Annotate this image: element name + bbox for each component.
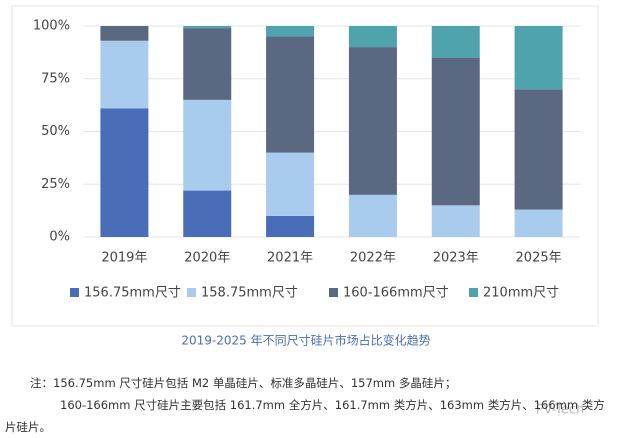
legend-label: 210mm尺寸	[483, 286, 559, 301]
y-tick-label: 0%	[49, 230, 70, 245]
bar-segment	[183, 28, 232, 100]
bar-segment	[431, 57, 480, 206]
x-tick-label: 2025年	[516, 251, 562, 266]
y-tick-label: 75%	[41, 71, 70, 86]
legend-label: 156.75mm尺寸	[84, 286, 181, 301]
note-line: 160-166mm 尺寸硅片主要包括 161.7mm 全方片、161.7mm 类…	[5, 398, 605, 434]
watermark: PV-Tech	[536, 403, 585, 418]
legend-swatch	[469, 288, 478, 297]
bar-segment	[431, 205, 480, 237]
y-tick-label: 50%	[41, 124, 70, 139]
note-line: 注：156.75mm 尺寸硅片包括 M2 单晶硅片、标准多晶硅片、157mm 多…	[30, 376, 457, 390]
bar-segment	[266, 152, 315, 216]
bar-segment	[514, 89, 563, 210]
bar-segment	[514, 26, 563, 90]
legend-swatch	[329, 288, 338, 297]
chart-frame	[11, 5, 599, 327]
y-tick-label: 100%	[33, 19, 70, 34]
bar-segment	[100, 26, 149, 41]
bar-segment	[183, 99, 232, 191]
x-tick-label: 2023年	[433, 251, 479, 266]
bar-segment	[348, 194, 397, 237]
bar-segment	[100, 40, 149, 109]
legend-label: 158.75mm尺寸	[201, 286, 298, 301]
bar-segment	[514, 209, 563, 237]
bar-segment	[266, 215, 315, 237]
y-tick-label: 25%	[41, 177, 70, 192]
bar-segment	[266, 36, 315, 153]
bar-segment	[266, 26, 315, 37]
legend-swatch	[187, 288, 196, 297]
bar-segment	[183, 26, 232, 29]
legend-label: 160-166mm尺寸	[343, 286, 449, 301]
x-tick-label: 2022年	[350, 251, 396, 266]
x-tick-label: 2020年	[184, 251, 230, 266]
bar-segment	[183, 190, 232, 237]
x-tick-label: 2019年	[101, 251, 147, 266]
x-tick-label: 2021年	[267, 251, 313, 266]
bar-segment	[100, 108, 149, 237]
chart-caption: 2019-2025 年不同尺寸硅片市场占比变化趋势	[181, 333, 430, 348]
bar-segment	[348, 47, 397, 195]
bar-segment	[431, 26, 480, 58]
legend-swatch	[70, 288, 79, 297]
bar-segment	[348, 26, 397, 48]
